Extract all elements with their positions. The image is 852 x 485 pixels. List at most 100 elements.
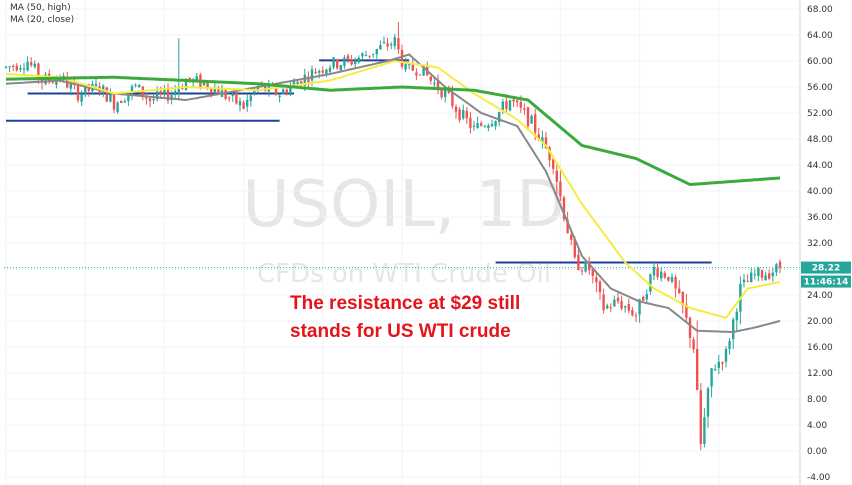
candle <box>631 307 634 317</box>
candle <box>757 266 760 282</box>
legend-ma20[interactable]: MA (20, close) <box>10 15 74 25</box>
candle <box>336 58 339 71</box>
candle <box>512 98 515 108</box>
candle <box>703 408 706 448</box>
candle <box>678 280 681 295</box>
candle <box>357 55 360 64</box>
ma50-line <box>5 75 781 187</box>
y-tick-label: 4.00 <box>807 421 827 431</box>
y-tick-label: 64.00 <box>807 31 833 41</box>
candle <box>602 288 605 314</box>
candle <box>508 99 512 112</box>
candle <box>667 276 670 282</box>
y-tick-label: 0.00 <box>807 447 827 457</box>
candle <box>22 63 26 76</box>
candle <box>105 86 108 102</box>
candle <box>415 68 418 81</box>
y-tick-label: 36.00 <box>807 213 833 223</box>
candle <box>246 93 249 112</box>
legend-ma50[interactable]: MA (50, high) <box>10 3 71 13</box>
candle <box>346 53 350 64</box>
candle <box>19 64 22 73</box>
candle <box>717 354 720 375</box>
candle <box>728 338 731 355</box>
candle <box>627 298 630 314</box>
candle <box>177 38 180 101</box>
candle <box>458 106 461 123</box>
candle <box>26 56 29 72</box>
candle <box>660 267 663 282</box>
candle <box>379 40 382 50</box>
candle <box>253 87 256 96</box>
candle <box>372 53 375 58</box>
candle <box>231 91 234 102</box>
candle <box>721 361 724 371</box>
candle <box>638 298 641 323</box>
candle <box>541 130 544 149</box>
price-badge-value: 28.22 <box>812 264 840 274</box>
candle <box>307 71 310 89</box>
candle <box>390 42 393 50</box>
candle <box>480 120 483 127</box>
candle <box>699 383 702 451</box>
candle <box>289 82 292 97</box>
candle <box>487 123 490 132</box>
candle <box>476 116 479 129</box>
candle <box>382 36 386 45</box>
candle <box>620 295 623 311</box>
candle <box>433 78 436 89</box>
candle <box>526 106 530 131</box>
candle <box>235 91 238 105</box>
candle <box>710 367 713 398</box>
y-tick-label: 52.00 <box>807 109 833 119</box>
watermark: USOIL, 1D CFDs on WTI Crude Oil <box>242 168 565 289</box>
candle <box>116 101 119 114</box>
candle <box>454 104 458 119</box>
candle <box>494 120 497 131</box>
countdown-badge <box>801 275 851 288</box>
candle <box>375 48 378 59</box>
candle <box>530 113 533 124</box>
y-tick-label: 20.00 <box>807 317 833 327</box>
candle <box>465 106 468 125</box>
y-tick-label: 68.00 <box>807 5 833 15</box>
candle <box>523 103 526 115</box>
ma-gray-line <box>5 53 781 334</box>
countdown-badge-value: 11:46:14 <box>804 278 849 288</box>
candle <box>613 295 616 308</box>
candle <box>490 119 494 128</box>
candle <box>634 312 638 322</box>
moving-averages <box>5 53 781 334</box>
candle <box>559 170 562 202</box>
candle <box>318 69 321 79</box>
candle <box>595 270 598 293</box>
candle <box>109 88 112 103</box>
candle <box>368 55 371 59</box>
candle <box>750 268 753 283</box>
candle <box>152 93 155 105</box>
candle <box>706 386 710 428</box>
y-tick-label: 16.00 <box>807 343 833 353</box>
candle <box>753 269 756 280</box>
candle <box>552 157 555 175</box>
candle <box>732 317 735 350</box>
candle <box>663 270 666 280</box>
candle <box>134 83 137 88</box>
candle <box>123 98 126 104</box>
candle <box>469 112 472 134</box>
indicator-legend[interactable]: MA (50, high) MA (20, close) <box>10 3 74 25</box>
candle <box>645 289 648 303</box>
candle <box>735 308 738 332</box>
candle <box>688 316 692 349</box>
price-badges: 28.22 11:46:14 <box>801 261 851 288</box>
price-axis[interactable]: 68.00 64.00 60.00 56.00 52.00 48.00 44.00 40.00… <box>799 0 852 485</box>
candle <box>642 295 645 302</box>
candle <box>12 64 15 72</box>
candle <box>624 305 627 313</box>
candle <box>584 260 587 273</box>
y-tick-label: 32.00 <box>807 239 833 249</box>
candle <box>8 65 11 72</box>
candle <box>148 97 152 108</box>
